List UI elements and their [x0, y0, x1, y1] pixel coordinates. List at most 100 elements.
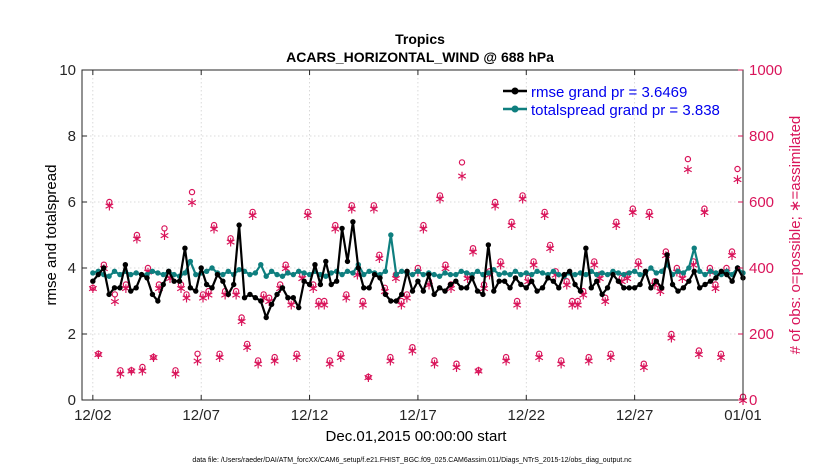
- obs-possible-point: [89, 284, 97, 291]
- rmse-point: [447, 281, 454, 288]
- rmse-point: [371, 271, 378, 278]
- obs-possible-point: [227, 235, 234, 242]
- rmse-point: [90, 278, 96, 284]
- obs-possible-point: [541, 208, 548, 216]
- obs-assimilated-point: ∗: [627, 205, 639, 221]
- y-tick-label-left: 4: [68, 260, 76, 277]
- rmse-point: [339, 225, 345, 232]
- obs-assimilated-point: ∗: [291, 350, 303, 366]
- rmse-point: [144, 275, 150, 281]
- obs-assimilated-point: ∗: [462, 271, 474, 287]
- rmse-point: [556, 285, 562, 291]
- y-tick-label-left: 8: [68, 128, 76, 145]
- obs-assimilated-point: ∗: [677, 271, 689, 287]
- rmse-point: [290, 295, 297, 301]
- y-tick-label-left: 6: [68, 194, 76, 211]
- rmse-point: [491, 288, 497, 294]
- obs-assimilated-point: ∗: [324, 357, 336, 373]
- totalspread-point: [263, 273, 269, 279]
- obs-assimilated-point: ∗: [572, 297, 584, 313]
- totalspread-point: [599, 270, 605, 276]
- obs-possible-point: [546, 241, 554, 249]
- rmse-point: [702, 281, 708, 288]
- obs-assimilated-point: ∗: [605, 350, 617, 366]
- totalspread-point: [133, 270, 139, 276]
- obs-assimilated-point: ∗: [699, 205, 711, 221]
- obs-assimilated-point: ∗: [87, 281, 99, 297]
- totalspread-point: [648, 265, 654, 271]
- obs-possible-point: [640, 360, 648, 367]
- totalspread-point: [209, 265, 215, 271]
- obs-possible-point: [128, 367, 135, 374]
- obs-assimilated-point: ∗: [131, 231, 143, 247]
- rmse-point: [344, 258, 351, 265]
- obs-assimilated-point: ∗: [693, 347, 705, 363]
- totalspread-point: [528, 271, 535, 278]
- obs-possible-point: [348, 202, 355, 209]
- rmse-point: [209, 285, 215, 291]
- obs-assimilated-point: ∗: [103, 198, 115, 214]
- totalspread-point: [236, 266, 242, 273]
- totalspread-point: [301, 270, 307, 276]
- rmse-point: [659, 285, 665, 291]
- x-tick-label: 12/17: [399, 407, 437, 424]
- obs-assimilated-point: ∗: [528, 258, 540, 274]
- obs-assimilated-point: ∗: [710, 281, 722, 297]
- totalspread-point: [696, 268, 703, 274]
- obs-possible-point: [304, 208, 311, 216]
- obs-possible-point: [332, 221, 339, 229]
- obs-possible-point: [458, 159, 466, 166]
- obs-possible-point: [387, 353, 394, 361]
- obs-assimilated-point: ∗: [423, 278, 435, 294]
- obs-possible-point: [133, 231, 141, 239]
- obs-assimilated-point: ∗: [484, 268, 496, 284]
- totalspread-point: [290, 271, 297, 278]
- obs-assimilated-point: ∗: [407, 344, 419, 360]
- x-tick-label: 12/22: [508, 407, 546, 424]
- obs-assimilated-point: ∗: [726, 248, 738, 264]
- rmse-point: [404, 268, 410, 274]
- totalspread-point: [572, 271, 578, 278]
- obs-possible-point: [321, 297, 328, 305]
- obs-assimilated-point: ∗: [599, 294, 611, 310]
- obs-assimilated-point: ∗: [434, 192, 446, 208]
- rmse-point: [382, 291, 389, 298]
- rmse-point: [713, 275, 719, 281]
- obs-possible-point: [684, 155, 692, 163]
- obs-assimilated-point: ∗: [137, 363, 149, 379]
- obs-assimilated-point: ∗: [148, 350, 160, 366]
- obs-assimilated-point: ∗: [269, 353, 281, 369]
- rmse-point: [279, 285, 286, 291]
- rmse-point: [247, 291, 253, 298]
- rmse-point: [431, 291, 437, 298]
- rmse-point: [258, 298, 264, 304]
- totalspread-point: [594, 271, 600, 278]
- obs-assimilated-point: ∗: [632, 258, 644, 274]
- rmse-point: [648, 285, 654, 291]
- obs-assimilated-point: ∗: [522, 274, 534, 290]
- rmse-point: [631, 285, 638, 291]
- obs-assimilated-point: ∗: [285, 297, 297, 313]
- obs-possible-point: [530, 258, 537, 265]
- rmse-point: [583, 245, 589, 251]
- obs-assimilated-point: ∗: [594, 271, 606, 287]
- rmse-point: [117, 285, 123, 291]
- obs-assimilated-point: ∗: [467, 245, 479, 261]
- rmse-point: [664, 252, 670, 258]
- obs-assimilated-point: ∗: [682, 162, 694, 178]
- totalspread-point: [388, 232, 394, 238]
- y-tick-label-right: 400: [749, 260, 774, 277]
- totalspread-point: [393, 271, 399, 278]
- rmse-point: [724, 271, 730, 278]
- obs-assimilated-point: ∗: [329, 221, 341, 237]
- rmse-point: [155, 298, 161, 304]
- rmse-point: [366, 285, 372, 291]
- rmse-point: [393, 298, 399, 304]
- rmse-point: [653, 278, 660, 284]
- rmse-point: [707, 278, 714, 284]
- obs-assimilated-point: ∗: [159, 228, 171, 244]
- y-tick-label-left: 10: [59, 62, 76, 79]
- obs-assimilated-point: ∗: [577, 287, 589, 303]
- rmse-point: [165, 268, 172, 274]
- obs-possible-point: [613, 218, 620, 225]
